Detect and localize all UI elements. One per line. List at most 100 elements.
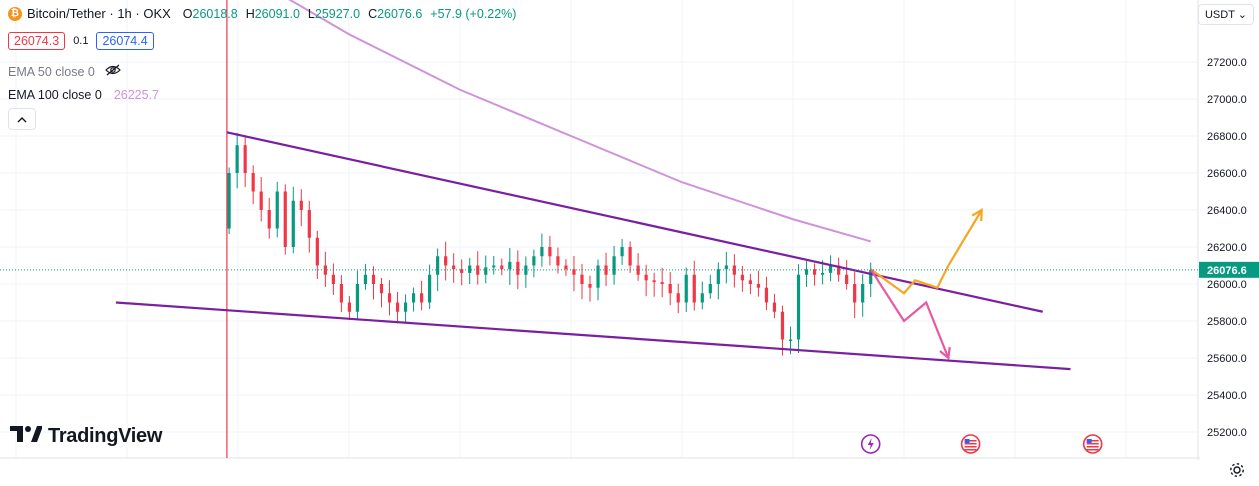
candle-body xyxy=(853,284,857,303)
candle-body xyxy=(452,265,456,270)
candle-body xyxy=(468,265,472,273)
us-flag-stripe xyxy=(964,440,977,442)
symbol-title[interactable]: Bitcoin/Tether · 1h · OKX xyxy=(27,6,171,21)
candle-body xyxy=(283,191,287,247)
candle-body xyxy=(772,302,777,312)
candle-body xyxy=(732,265,736,275)
candle-body xyxy=(251,173,255,192)
price-chart[interactable]: 1617181920212223242526 xyxy=(0,0,1200,460)
us-flag-canton xyxy=(964,439,970,443)
high-value: H26091.0 xyxy=(245,6,300,21)
candle-body xyxy=(740,274,744,281)
price-tick-label: 26800.0 xyxy=(1207,131,1247,143)
price-tick-label: 26400.0 xyxy=(1207,205,1247,217)
candle-body xyxy=(700,293,704,303)
spread-value: 0.1 xyxy=(73,35,89,47)
candle-body xyxy=(331,274,335,284)
open-value: O26018.8 xyxy=(182,6,238,21)
last-price-label: 26076.6 xyxy=(1207,265,1247,277)
candle-body xyxy=(428,274,432,303)
logo-text: TradingView xyxy=(48,425,163,447)
change-value: +57.9 (+0.22%) xyxy=(430,6,517,21)
candle-body xyxy=(355,284,360,312)
candle-body xyxy=(339,284,343,303)
candle-body xyxy=(804,269,809,275)
candle-body xyxy=(676,293,680,303)
last-price-badge xyxy=(1199,261,1259,278)
candle-body xyxy=(508,261,512,270)
candle-body xyxy=(243,145,247,173)
ema50-legend[interactable]: EMA 50 close 0 xyxy=(8,64,121,79)
low-value: L25927.0 xyxy=(307,6,361,21)
candle-body xyxy=(419,293,424,303)
candle-body xyxy=(492,265,496,268)
candle-body xyxy=(869,269,873,284)
price-axis[interactable]: 27200.0 27000.0 26800.0 26600.0 26400.0 26200… xyxy=(1199,0,1259,460)
candle-body xyxy=(275,191,279,229)
collapse-legend-button[interactable] xyxy=(8,108,36,130)
candle-body xyxy=(315,237,319,266)
candle-body xyxy=(460,269,464,273)
candle-body xyxy=(395,302,400,312)
candle-body xyxy=(411,293,416,303)
candle-body xyxy=(620,247,624,257)
support-trendline[interactable] xyxy=(115,301,1071,371)
candle-body xyxy=(387,293,392,303)
chevron-up-icon xyxy=(17,116,27,122)
price-tick-label: 25200.0 xyxy=(1207,427,1247,439)
us-flag-stripe xyxy=(964,449,977,451)
price-tick-label: 26000.0 xyxy=(1207,279,1247,291)
us-flag-stripe xyxy=(1086,449,1099,451)
candle-body xyxy=(323,265,327,275)
candle-body xyxy=(748,280,753,284)
candle-body xyxy=(307,210,311,238)
buy-price-button[interactable]: 26074.4 xyxy=(96,32,154,50)
price-tick-label: 27200.0 xyxy=(1207,57,1247,69)
candle-body xyxy=(403,302,408,312)
tradingview-logo[interactable]: TradingView xyxy=(10,425,162,448)
currency-selector[interactable]: USDT ⌄ xyxy=(1197,4,1254,25)
bitcoin-icon: ₿ xyxy=(8,6,22,21)
candle-body xyxy=(267,210,271,229)
ema50-label: EMA 50 close 0 xyxy=(8,64,95,79)
price-tick-label: 27000.0 xyxy=(1207,94,1247,106)
resistance-trendline[interactable] xyxy=(226,131,1043,313)
candle-body xyxy=(444,256,448,266)
candle-body xyxy=(612,256,616,275)
candle-body xyxy=(692,274,696,303)
candle-body xyxy=(363,274,368,284)
candle-body xyxy=(820,272,825,275)
candle-body xyxy=(436,256,440,275)
candle-body xyxy=(347,302,352,312)
candle-body xyxy=(572,269,576,275)
candle-body xyxy=(580,274,584,284)
trade-prices: 26074.3 0.1 26074.4 xyxy=(8,32,154,50)
candle-body xyxy=(548,247,552,257)
bearish-projection-path-arrowhead xyxy=(939,346,951,361)
candle-body xyxy=(756,284,761,288)
candle-body xyxy=(652,280,656,283)
ema100-value: 26225.7 xyxy=(113,88,159,102)
price-tick-label: 25400.0 xyxy=(1207,390,1247,402)
ema100-line xyxy=(288,0,871,243)
candle-body xyxy=(636,265,640,275)
candle-body xyxy=(861,284,865,303)
candle-body xyxy=(556,256,560,266)
candle-body xyxy=(668,284,672,294)
candle-body xyxy=(291,200,295,247)
bearish-projection-path[interactable] xyxy=(869,268,950,359)
candle-body xyxy=(540,247,544,257)
ema100-legend[interactable]: EMA 100 close 0 26225.7 xyxy=(8,88,159,102)
candle-body xyxy=(812,269,817,275)
sell-price-button[interactable]: 26074.3 xyxy=(8,32,66,50)
hidden-eye-icon[interactable] xyxy=(105,64,121,79)
candle-body xyxy=(532,256,536,266)
bullish-projection-path[interactable] xyxy=(870,209,983,295)
candle-body xyxy=(845,274,849,284)
us-flag-stripe xyxy=(1086,446,1099,448)
settings-gear-icon[interactable] xyxy=(1229,462,1245,482)
candle-body xyxy=(829,265,833,273)
tradingview-logo-icon xyxy=(10,426,43,447)
candle-body xyxy=(500,265,504,270)
candle-body xyxy=(708,284,712,294)
